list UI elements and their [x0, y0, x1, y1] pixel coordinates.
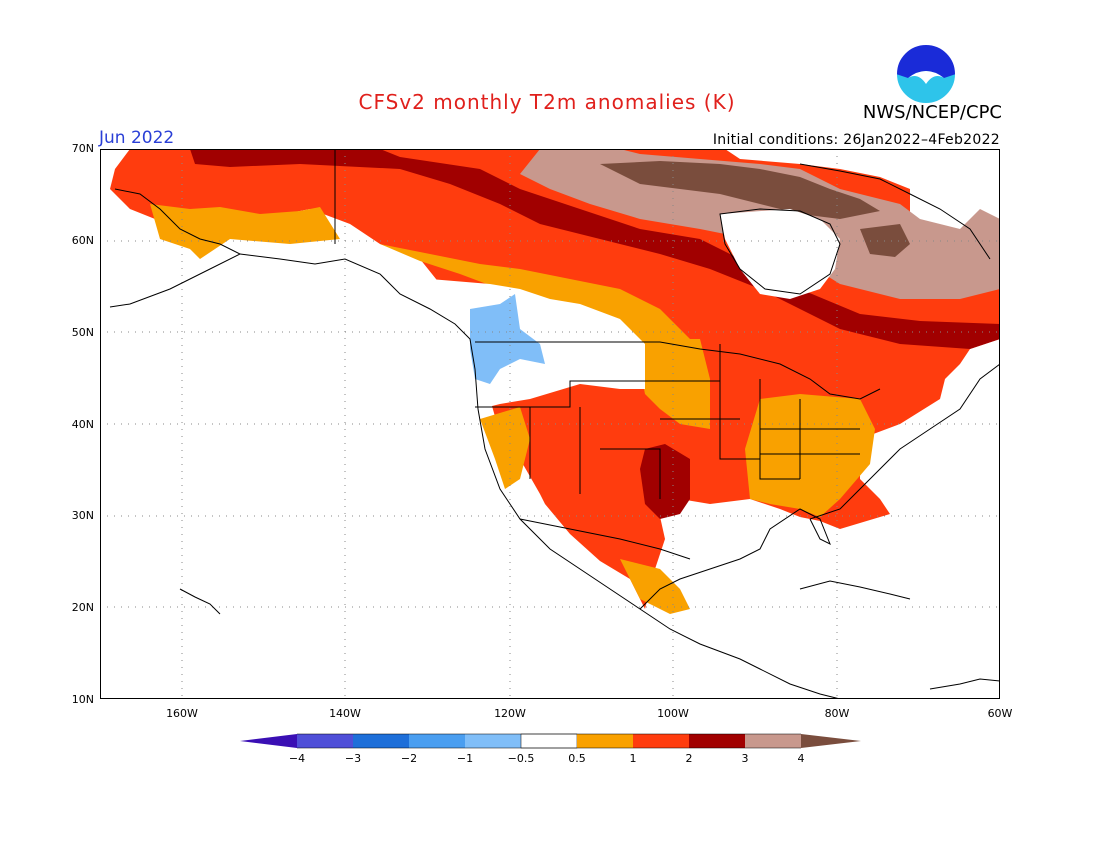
gridlines: [100, 149, 1000, 699]
lon-label-140w: 140W: [329, 707, 361, 720]
anomaly-region-2-3-north: [190, 149, 1000, 349]
lon-label-120w: 120W: [494, 707, 526, 720]
map-title: CFSv2 monthly T2m anomalies (K): [358, 90, 736, 114]
anomaly-region-0.5-1-plains: [640, 339, 710, 429]
colorbar-segment-3-4: [745, 734, 801, 748]
anomaly-region-0.5-1-west: [480, 407, 530, 489]
lon-label-100w: 100W: [657, 707, 689, 720]
lat-label-20n: 20N: [71, 601, 94, 614]
colorbar: [240, 733, 861, 749]
colorbar-segment-2-3: [689, 734, 745, 748]
colorbar-label-minus4: −4: [288, 752, 306, 765]
anomaly-region-0.5-1-mexico: [620, 559, 690, 614]
colorbar-segment-above-4: [801, 734, 861, 748]
colorbar-segment-minus3-minus2: [353, 734, 409, 748]
colorbar-label-2: 2: [685, 752, 693, 765]
lat-label-70n: 70N: [71, 142, 94, 155]
lon-label-60w: 60W: [987, 707, 1013, 720]
lon-label-160w: 160W: [166, 707, 198, 720]
noaa-logo-icon: [895, 43, 957, 105]
anomaly-region-0.5-1-alaska: [150, 204, 340, 259]
anomaly-fields: [110, 149, 1000, 614]
lat-label-10n: 10N: [71, 693, 94, 706]
anomaly-region-2-3-plains: [640, 444, 690, 519]
agency-label: NWS/NCEP/CPC: [862, 102, 1002, 123]
colorbar-segment-minus4-minus3: [297, 734, 353, 748]
borders: [334, 149, 881, 560]
colorbar-label-4: 4: [797, 752, 805, 765]
colorbar-label-minus2: −2: [400, 752, 418, 765]
colorbar-label-minus0.5: −0.5: [507, 752, 535, 765]
colorbar-label-1: 1: [629, 752, 637, 765]
lat-label-40n: 40N: [71, 418, 94, 431]
colorbar-segment-1-2: [633, 734, 689, 748]
anomaly-map: [100, 149, 1000, 699]
colorbar-label-0.5: 0.5: [568, 752, 586, 765]
colorbar-segment-minus1-minus0.5: [465, 734, 521, 748]
forecast-period: Jun 2022: [99, 128, 175, 148]
anomaly-region-0.5-1-southeast: [745, 394, 875, 517]
anomaly-region-negative-northwest: [470, 294, 545, 384]
colorbar-segment-minus2-minus1: [409, 734, 465, 748]
colorbar-segment-neutral: [520, 733, 578, 749]
lat-label-50n: 50N: [71, 326, 94, 339]
lon-label-80w: 80W: [824, 707, 850, 720]
lat-label-30n: 30N: [71, 509, 94, 522]
lat-label-60n: 60N: [71, 234, 94, 247]
colorbar-label-minus3: −3: [344, 752, 362, 765]
coastlines: [109, 163, 1000, 699]
colorbar-segment-below-minus4: [240, 734, 297, 748]
colorbar-label-minus1: −1: [456, 752, 474, 765]
colorbar-label-3: 3: [741, 752, 749, 765]
colorbar-segment-0.5-1: [577, 734, 633, 748]
initial-conditions: Initial conditions: 26Jan2022–4Feb2022: [712, 132, 1000, 148]
anomaly-region-above-4-arctic: [600, 161, 880, 219]
